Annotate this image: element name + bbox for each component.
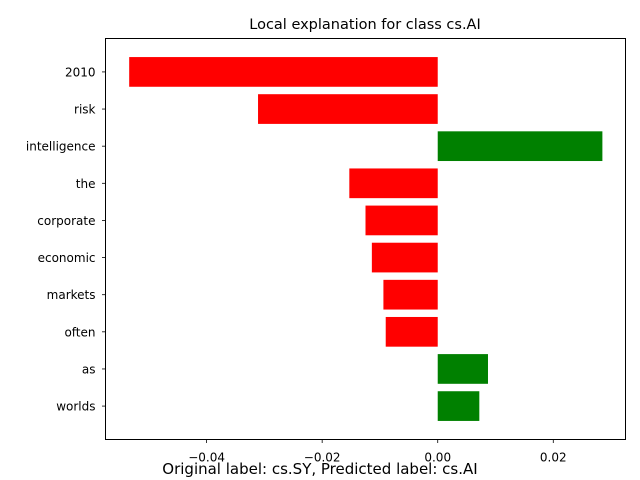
y-axis-ticks: 2010 risk intelligence the corporate economic…	[26, 65, 106, 414]
y-tick-label: 2010	[65, 65, 96, 79]
bar-worlds	[437, 391, 480, 421]
x-tick-label: −0.02	[304, 451, 341, 465]
y-tick-label: markets	[47, 288, 96, 302]
bar-markets	[383, 279, 438, 310]
y-tick-label: the	[76, 177, 96, 191]
bar-2010	[129, 57, 438, 87]
label-footer: Original label: cs.SY, Predicted label: …	[162, 460, 477, 478]
plot-frame	[105, 38, 626, 440]
y-tick-label: worlds	[56, 400, 95, 414]
y-tick-label: economic	[38, 251, 96, 265]
bar-intelligence	[437, 131, 603, 162]
y-tick-label: intelligence	[26, 140, 96, 154]
chart-title: Local explanation for class cs.AI	[249, 17, 481, 33]
x-tick-label: 0.00	[424, 451, 451, 465]
y-tick-label: often	[64, 325, 95, 339]
bars-group	[129, 57, 603, 421]
bar-corporate	[365, 205, 438, 236]
y-tick-label: risk	[74, 103, 96, 117]
bar-as	[437, 354, 488, 384]
y-tick-label: corporate	[37, 214, 95, 228]
bar-the	[349, 168, 438, 199]
bar-economic	[371, 242, 438, 273]
y-tick-label: as	[82, 362, 96, 376]
x-tick-label: 0.02	[540, 451, 567, 465]
x-axis-ticks: −0.04 −0.02 0.00 0.02	[188, 439, 567, 465]
bar-often	[385, 316, 438, 347]
bar-risk	[258, 94, 438, 124]
x-tick-label: −0.04	[188, 451, 225, 465]
